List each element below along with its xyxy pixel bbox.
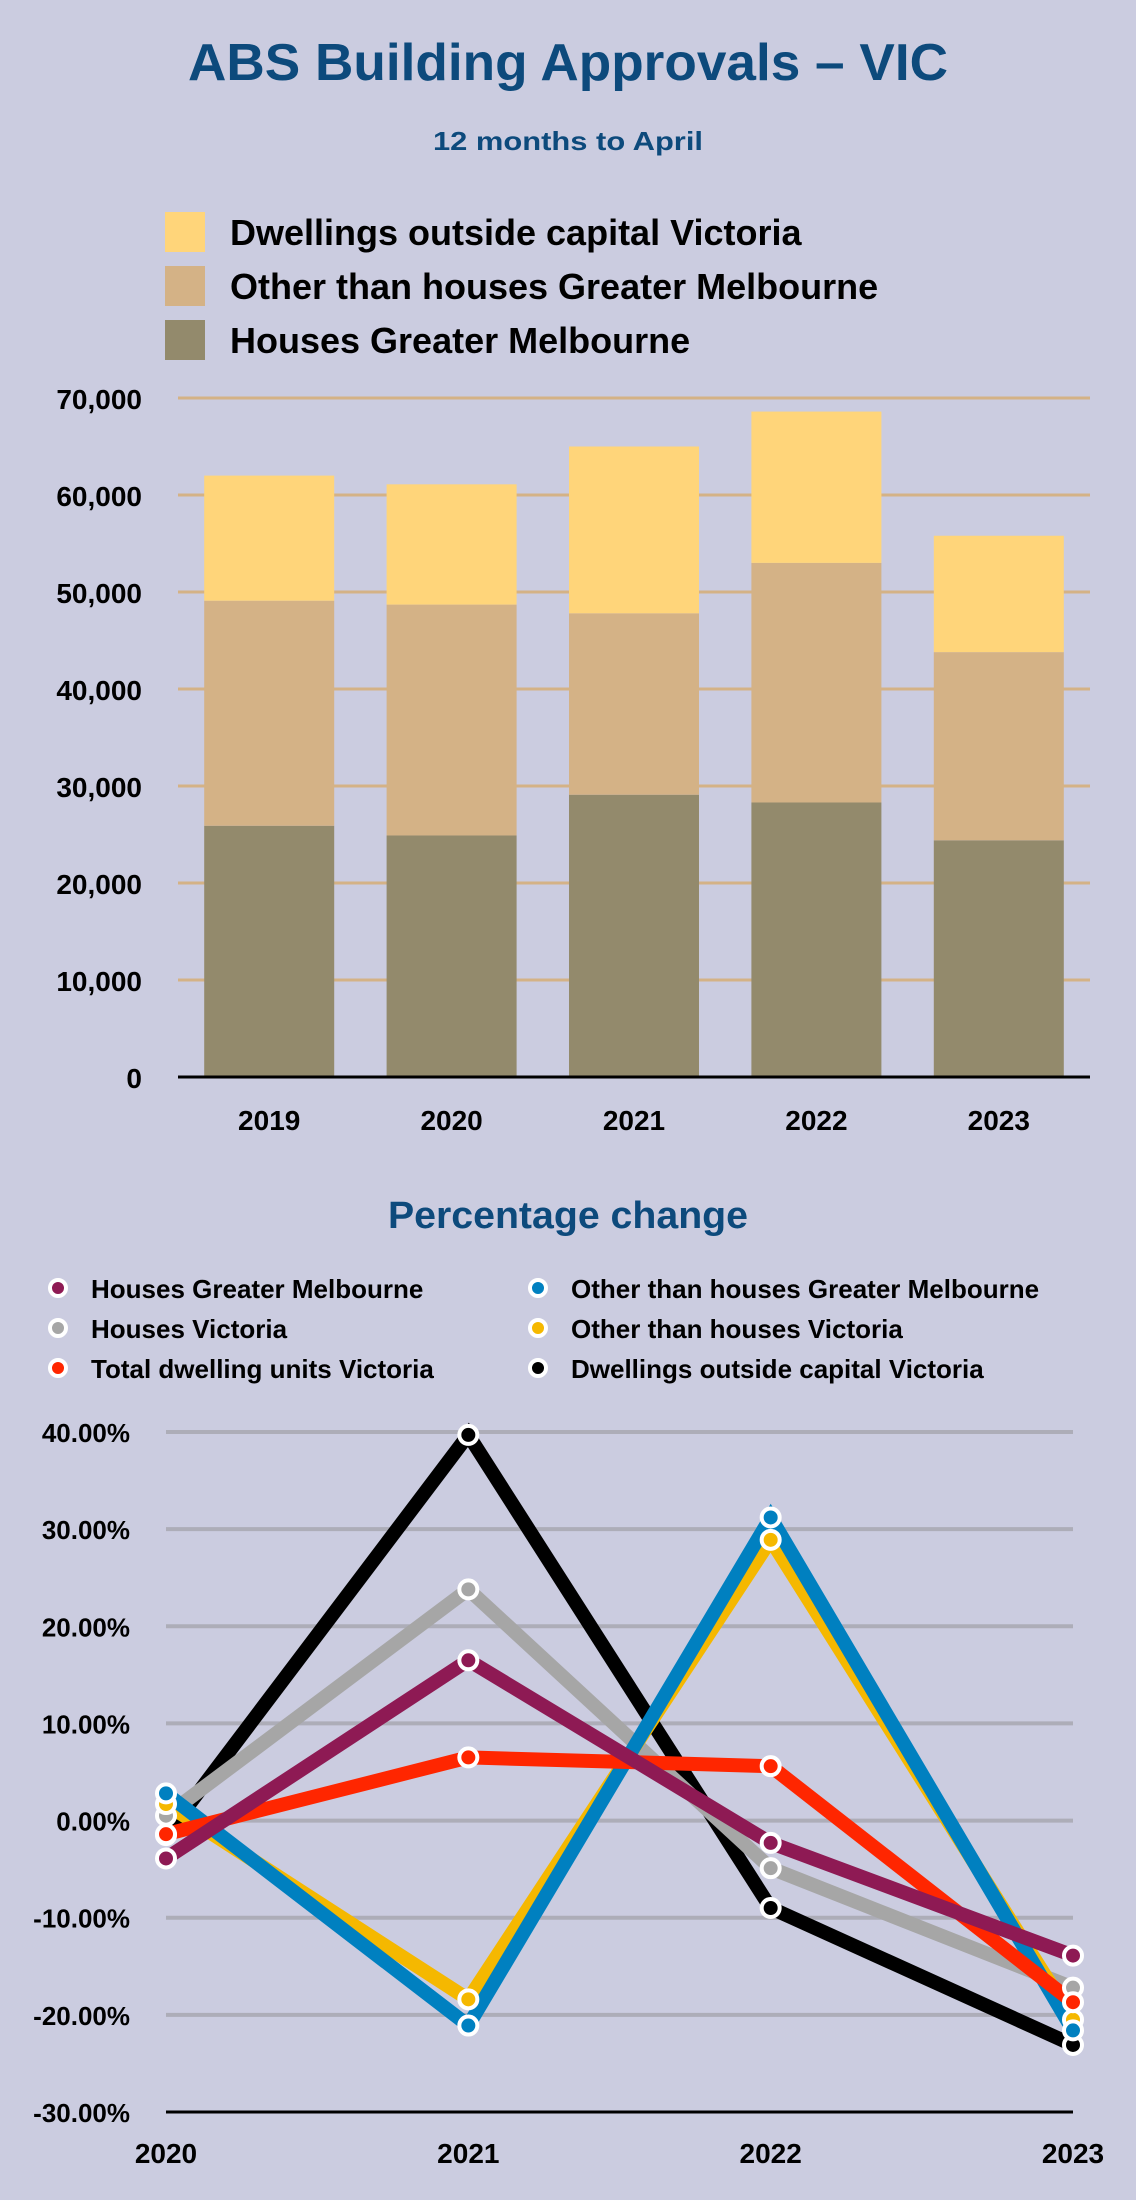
series-line — [164, 1750, 1078, 2008]
data-point — [759, 1831, 782, 1854]
data-point — [759, 1897, 782, 1919]
x-tick-label: 2020 — [420, 1105, 482, 1136]
legend-label: Houses Victoria — [91, 1314, 288, 1344]
bar-segment — [933, 840, 1064, 1077]
data-point — [457, 1649, 480, 1672]
data-point — [759, 1857, 782, 1880]
series-line — [161, 1503, 1080, 2036]
y-tick-label: 20.00% — [42, 1612, 130, 1642]
bar-segment — [569, 613, 699, 795]
bar-segment — [386, 604, 517, 836]
y-tick-label: 0 — [126, 1063, 142, 1094]
y-tick-label: -30.00% — [33, 2098, 130, 2128]
data-point — [1062, 2019, 1084, 2042]
bar-segment — [386, 484, 517, 605]
bar-segment — [751, 562, 882, 803]
data-point — [155, 1847, 177, 1870]
legend-label: Houses Greater Melbourne — [91, 1274, 423, 1304]
legend-label: Total dwelling units Victoria — [91, 1354, 434, 1384]
y-tick-label: -10.00% — [33, 1904, 130, 1934]
y-tick-label: 10.00% — [42, 1709, 130, 1739]
y-tick-label: 20,000 — [56, 869, 142, 900]
y-tick-label: 70,000 — [56, 384, 142, 415]
page-subtitle: 12 months to April — [433, 126, 703, 156]
data-point — [1062, 1944, 1084, 1967]
bar-segment — [933, 652, 1064, 841]
legend-label: Other than houses Greater Melbourne — [571, 1274, 1039, 1304]
page-title: ABS Building Approvals – VIC — [188, 34, 948, 92]
series-line — [160, 1422, 1076, 2052]
data-point — [155, 1823, 177, 1846]
legend-marker — [528, 1278, 548, 1298]
x-tick-label: 2021 — [603, 1105, 665, 1136]
data-point — [457, 1423, 480, 1446]
legend-label: Other than houses Victoria — [571, 1314, 903, 1344]
x-tick-label: 2022 — [785, 1105, 847, 1136]
legend-swatch — [165, 212, 205, 252]
bar-segment — [569, 794, 699, 1077]
legend-marker — [48, 1358, 68, 1378]
legend-label: Other than houses Greater Melbourne — [230, 266, 878, 307]
bar-chart: 0 10,000 20,000 30,000 40,000 50,000 60,000 70,… — [56, 384, 1090, 1136]
legend-label: Dwellings outside capital Victoria — [571, 1354, 984, 1384]
legend-marker — [528, 1358, 548, 1378]
bar-segment — [204, 600, 335, 826]
x-tick-label: 2019 — [238, 1105, 300, 1136]
bar-segment — [204, 825, 335, 1077]
legend-label: Dwellings outside capital Victoria — [230, 212, 802, 253]
legend-marker — [528, 1318, 548, 1338]
line-chart-title: Percentage change — [388, 1195, 748, 1237]
y-tick-label: -20.00% — [33, 2001, 130, 2031]
data-point — [759, 1528, 782, 1551]
bar-segment — [751, 802, 882, 1077]
bar-legend: Dwellings outside capital Victoria Other … — [165, 212, 878, 361]
y-tick-label: 30,000 — [56, 772, 142, 803]
y-tick-label: 40.00% — [42, 1418, 130, 1448]
x-tick-label: 2020 — [135, 2138, 197, 2169]
y-tick-label: 30.00% — [42, 1515, 130, 1545]
x-tick-label: 2022 — [740, 2138, 802, 2169]
y-tick-label: 50,000 — [56, 578, 142, 609]
data-point — [457, 1746, 480, 1769]
bar-segment — [204, 475, 335, 601]
y-tick-label: 0.00% — [56, 1807, 130, 1837]
data-point — [155, 1782, 177, 1805]
bar-segment — [569, 446, 699, 614]
data-point — [759, 1506, 782, 1529]
legend-marker — [48, 1318, 68, 1338]
x-tick-label: 2023 — [968, 1105, 1030, 1136]
bar-segment — [386, 835, 517, 1077]
y-tick-label: 40,000 — [56, 675, 142, 706]
legend-label: Houses Greater Melbourne — [230, 320, 690, 361]
data-point — [457, 2014, 480, 2037]
bar-segment — [751, 411, 882, 563]
x-tick-label: 2023 — [1042, 2138, 1104, 2169]
series-line — [162, 1652, 1076, 1963]
line-chart: -30.00% -20.00% -10.00% 0.00% 10.00% 20.00% 30… — [33, 1418, 1104, 2169]
legend-swatch — [165, 320, 205, 360]
data-point — [457, 1988, 480, 2011]
data-point — [457, 1578, 480, 1601]
legend-marker — [48, 1278, 68, 1298]
line-legend: Houses Greater Melbourne Houses Victoria T… — [48, 1274, 1039, 1384]
data-point — [1062, 1991, 1084, 2014]
y-tick-label: 10,000 — [56, 966, 142, 997]
legend-swatch — [165, 266, 205, 306]
y-tick-label: 60,000 — [56, 481, 142, 512]
series-line — [161, 1580, 1076, 1995]
x-tick-label: 2021 — [437, 2138, 499, 2169]
data-point — [759, 1755, 782, 1778]
bar-segment — [933, 535, 1064, 653]
